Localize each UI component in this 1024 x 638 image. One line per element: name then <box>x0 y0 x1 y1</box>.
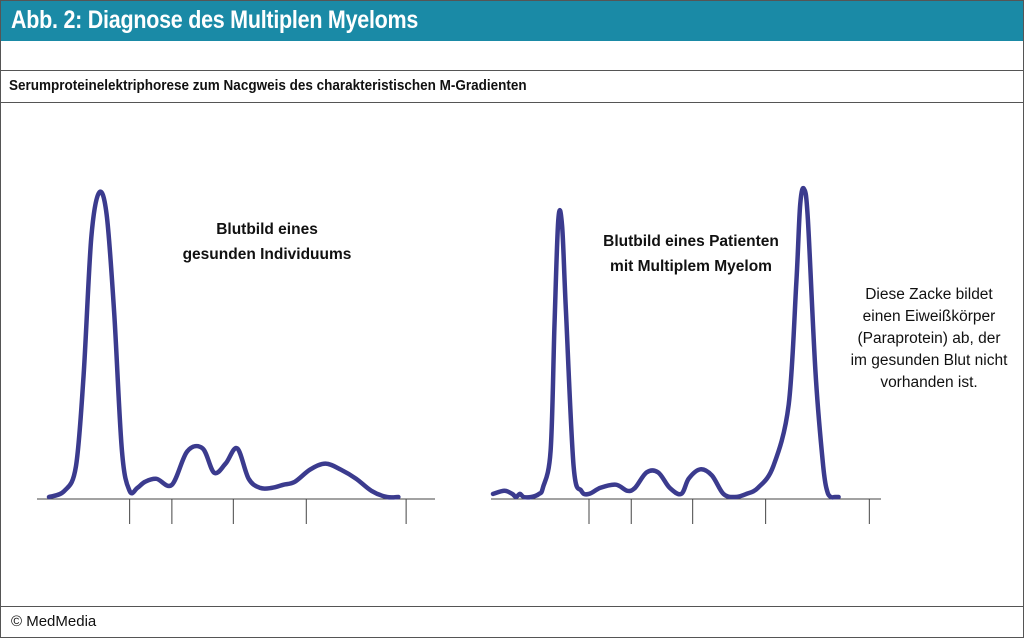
divider <box>1 70 1023 71</box>
title-bar: Abb. 2: Diagnose des Multiplen Myeloms <box>1 1 1023 41</box>
annotation-line: Diese Zacke bildet <box>865 286 993 303</box>
electrophoresis-curve <box>46 189 401 500</box>
chart-title-line: Blutbild eines <box>216 221 318 238</box>
annotation-line: einen Eiweißkörper <box>863 308 996 325</box>
figure-title: Abb. 2: Diagnose des Multiplen Myeloms <box>11 6 419 34</box>
divider <box>1 102 1023 103</box>
chart-title-line: Blutbild eines Patienten <box>603 233 779 250</box>
divider <box>1 606 1023 607</box>
annotation-line: im gesunden Blut nicht <box>851 352 1009 369</box>
electrophoresis-curve <box>490 185 841 500</box>
copyright-note: © MedMedia <box>11 613 97 630</box>
chart-title-line: mit Multiplem Myelom <box>610 258 772 275</box>
annotation-line: vorhanden ist. <box>880 374 977 391</box>
chart-title-line: gesunden Individuums <box>183 246 352 263</box>
figure-subtitle: Serumproteinelektriphorese zum Nacgweis … <box>9 77 527 94</box>
annotation-line: (Paraprotein) ab, der <box>857 330 1000 347</box>
